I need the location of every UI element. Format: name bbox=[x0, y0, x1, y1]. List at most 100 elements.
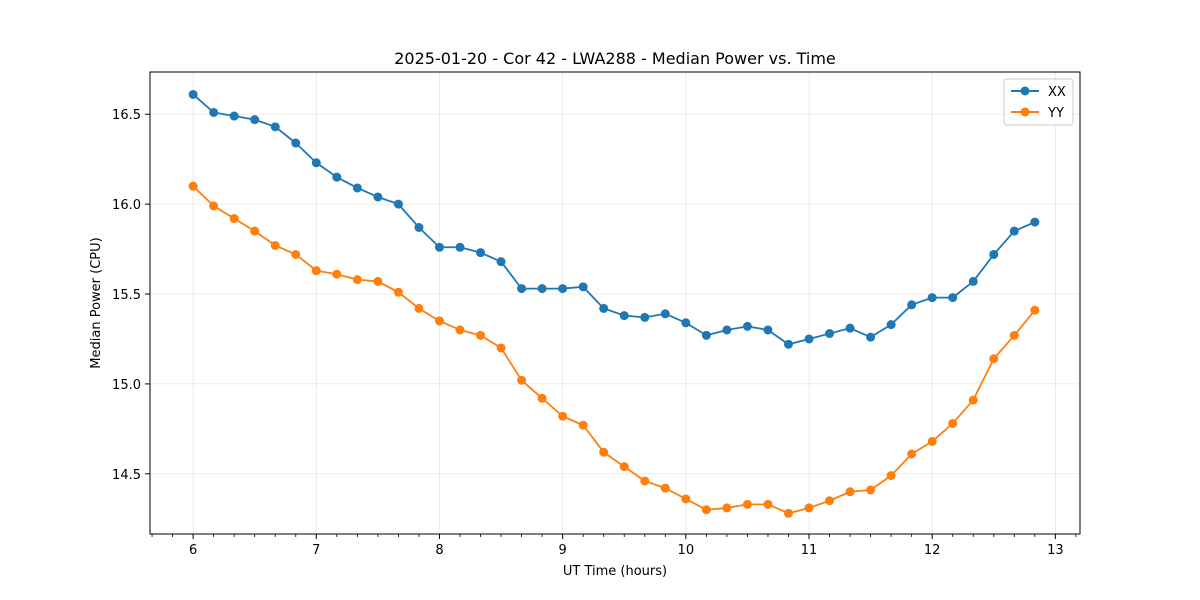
data-point-yy bbox=[619, 462, 629, 472]
y-tick-label: 16.0 bbox=[112, 198, 141, 213]
x-tick-label: 7 bbox=[312, 543, 320, 558]
legend: XX YY bbox=[1003, 78, 1074, 126]
data-point-yy bbox=[742, 499, 752, 509]
data-point-xx bbox=[722, 325, 732, 335]
data-point-xx bbox=[948, 293, 958, 303]
data-point-xx bbox=[291, 138, 301, 148]
plot-frame bbox=[149, 71, 1081, 535]
data-point-xx bbox=[270, 122, 280, 132]
data-point-yy bbox=[804, 503, 814, 513]
data-point-yy bbox=[701, 505, 711, 515]
data-point-yy bbox=[517, 375, 527, 385]
x-tick-label: 10 bbox=[678, 543, 695, 558]
data-point-xx bbox=[229, 111, 239, 121]
data-point-xx bbox=[393, 199, 403, 209]
data-point-yy bbox=[866, 485, 876, 495]
data-point-xx bbox=[886, 320, 896, 330]
x-tick-label: 9 bbox=[559, 543, 567, 558]
data-point-xx bbox=[209, 107, 219, 117]
y-tick-label: 15.5 bbox=[112, 288, 141, 303]
data-point-yy bbox=[783, 508, 793, 518]
data-point-yy bbox=[1009, 330, 1019, 340]
data-point-xx bbox=[578, 282, 588, 292]
data-point-xx bbox=[968, 276, 978, 286]
data-point-yy bbox=[188, 181, 198, 191]
legend-label-yy: YY bbox=[1047, 106, 1064, 121]
data-point-xx bbox=[701, 330, 711, 340]
data-point-xx bbox=[496, 257, 506, 267]
data-point-yy bbox=[927, 436, 937, 446]
x-axis-title: UT Time (hours) bbox=[563, 564, 667, 579]
data-point-xx bbox=[352, 183, 362, 193]
data-point-xx bbox=[804, 334, 814, 344]
data-point-xx bbox=[845, 323, 855, 333]
y-tick-label: 16.5 bbox=[112, 108, 141, 123]
data-point-yy bbox=[476, 330, 486, 340]
data-point-xx bbox=[1009, 226, 1019, 236]
x-tick-label: 12 bbox=[924, 543, 941, 558]
data-point-yy bbox=[455, 325, 465, 335]
data-point-xx bbox=[907, 300, 917, 310]
data-point-xx bbox=[311, 158, 321, 168]
data-point-yy bbox=[373, 276, 383, 286]
y-tick-label: 14.5 bbox=[112, 468, 141, 483]
data-point-yy bbox=[681, 494, 691, 504]
data-point-xx bbox=[537, 284, 547, 294]
data-point-yy bbox=[845, 487, 855, 497]
data-point-yy bbox=[229, 214, 239, 224]
data-point-xx bbox=[332, 172, 342, 182]
x-tick-label: 8 bbox=[435, 543, 443, 558]
data-point-xx bbox=[989, 249, 999, 259]
data-point-yy bbox=[537, 393, 547, 403]
data-point-yy bbox=[763, 499, 773, 509]
data-point-yy bbox=[886, 471, 896, 481]
data-point-xx bbox=[681, 318, 691, 328]
data-point-yy bbox=[311, 266, 321, 276]
data-point-xx bbox=[373, 192, 383, 202]
data-point-xx bbox=[825, 329, 835, 339]
x-tick-label: 11 bbox=[801, 543, 818, 558]
data-point-yy bbox=[332, 269, 342, 279]
data-point-yy bbox=[722, 503, 732, 513]
data-point-yy bbox=[209, 201, 219, 211]
data-point-yy bbox=[250, 226, 260, 236]
data-point-yy bbox=[825, 496, 835, 506]
data-point-xx bbox=[763, 325, 773, 335]
series-layer bbox=[188, 89, 1040, 518]
data-point-yy bbox=[640, 476, 650, 486]
data-point-yy bbox=[968, 395, 978, 405]
data-point-xx bbox=[414, 222, 424, 232]
data-point-yy bbox=[660, 483, 670, 493]
data-point-xx bbox=[660, 309, 670, 319]
data-point-xx bbox=[558, 284, 568, 294]
data-point-xx bbox=[640, 312, 650, 322]
data-point-xx bbox=[476, 248, 486, 258]
y-tick-label: 15.0 bbox=[112, 378, 141, 393]
data-point-yy bbox=[599, 447, 609, 457]
legend-marker-yy bbox=[1020, 107, 1030, 117]
data-point-yy bbox=[948, 418, 958, 428]
legend-marker-xx bbox=[1020, 86, 1030, 96]
data-point-xx bbox=[927, 293, 937, 303]
data-point-yy bbox=[1030, 305, 1040, 315]
data-point-xx bbox=[188, 89, 198, 99]
tick-layer: 6 7 8 9 10 11 12 13 14.5 15.0 15.5 16.0 16.5 bbox=[112, 108, 1077, 558]
chart-title: 2025-01-20 - Cor 42 - LWA288 - Median Po… bbox=[394, 49, 836, 68]
data-point-xx bbox=[250, 115, 260, 125]
data-point-xx bbox=[599, 303, 609, 313]
data-point-xx bbox=[783, 339, 793, 349]
y-axis-title: Median Power (CPU) bbox=[89, 237, 104, 368]
data-point-yy bbox=[270, 240, 280, 250]
x-tick-label: 13 bbox=[1047, 543, 1064, 558]
legend-label-xx: XX bbox=[1048, 85, 1066, 100]
data-point-yy bbox=[578, 420, 588, 430]
data-point-yy bbox=[393, 287, 403, 297]
data-point-xx bbox=[742, 321, 752, 331]
data-point-yy bbox=[352, 275, 362, 285]
data-point-yy bbox=[496, 343, 506, 353]
data-point-xx bbox=[1030, 217, 1040, 227]
x-tick-label: 6 bbox=[189, 543, 197, 558]
data-point-xx bbox=[619, 311, 629, 321]
data-point-xx bbox=[866, 332, 876, 342]
